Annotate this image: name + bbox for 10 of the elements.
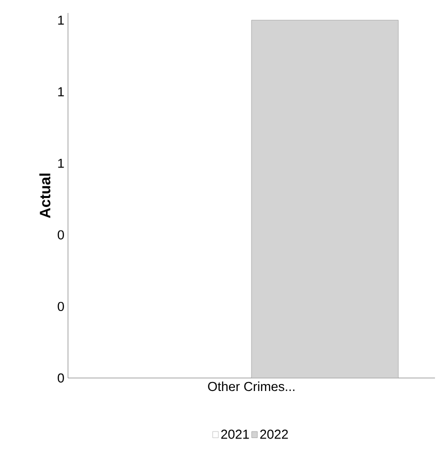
legend-label: 2021	[221, 430, 249, 439]
x-tick-label: Other Crimes...	[208, 382, 294, 392]
y-axis-title: Actual	[39, 174, 50, 218]
y-tick-label: 1	[58, 87, 64, 96]
legend-label: 2022	[260, 430, 288, 439]
y-tick-label: 0	[58, 230, 64, 240]
y-tick-label: 1	[58, 158, 64, 168]
y-tick-label: 0	[58, 373, 64, 383]
y-tick-label: 1	[58, 16, 64, 25]
y-tick-label: 0	[58, 302, 64, 312]
